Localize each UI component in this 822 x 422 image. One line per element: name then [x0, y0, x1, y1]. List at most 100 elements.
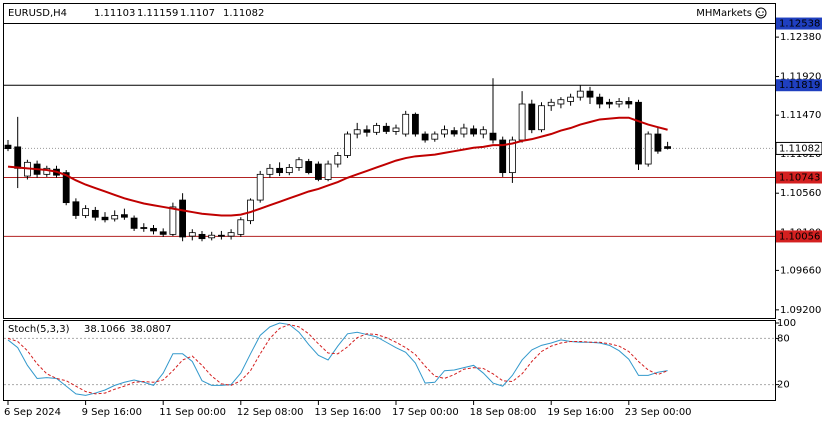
- candle-body: [489, 132, 497, 141]
- candle-body: [353, 129, 361, 135]
- candle-body: [334, 155, 342, 165]
- candle-body: [382, 125, 390, 132]
- x-tick-label: 9 Sep 16:00: [82, 407, 142, 418]
- candle-body: [421, 133, 429, 141]
- candle-body: [518, 103, 526, 141]
- candle-body: [344, 133, 351, 156]
- candle-body: [101, 216, 109, 221]
- candle-body: [479, 129, 487, 135]
- candle-body: [227, 232, 235, 237]
- candle-body: [130, 217, 138, 229]
- candle-body: [557, 99, 565, 105]
- candle-body: [615, 101, 623, 105]
- x-tick-label: 12 Sep 08:00: [237, 407, 304, 418]
- y-tick-label: 1.11470: [780, 110, 821, 121]
- candle-body: [654, 133, 662, 152]
- candle-body: [392, 127, 400, 132]
- stoch-main-value: 38.1066: [84, 324, 125, 335]
- candle-body: [208, 234, 216, 239]
- x-tick-label: 17 Sep 00:00: [392, 407, 459, 418]
- current-price-label: 1.11082: [779, 143, 820, 154]
- candle-body: [276, 167, 284, 174]
- stoch-line: [7, 324, 668, 395]
- candle-body: [363, 129, 371, 133]
- candle-body: [4, 144, 12, 150]
- candle-body: [188, 232, 196, 237]
- y-tick-label: 1.11920: [780, 72, 821, 83]
- candle-body: [450, 130, 458, 135]
- y-tick-label: 1.09660: [780, 265, 821, 276]
- candle-body: [586, 90, 594, 98]
- level-label: 1.11819: [779, 80, 820, 91]
- stoch-pane: [3, 320, 776, 401]
- stoch-signal-value: 38.0807: [130, 324, 171, 335]
- y-tick-label: 1.10560: [780, 188, 821, 199]
- candle-body: [625, 101, 633, 105]
- watermark: MHMarkets: [696, 8, 752, 19]
- candle-body: [596, 96, 604, 105]
- candle-body: [441, 129, 448, 135]
- level-label-box: [776, 79, 822, 92]
- candle-body: [140, 227, 148, 229]
- level-label-box: [776, 171, 822, 184]
- candle-body: [499, 139, 507, 174]
- ohlc-close: 1.11082: [223, 8, 264, 19]
- current-price-box: [775, 141, 822, 155]
- candle-body: [295, 159, 303, 168]
- candle-body: [664, 146, 671, 149]
- candle-body: [169, 206, 177, 235]
- candle-body: [373, 125, 381, 133]
- ohlc-open: 1.11103: [94, 8, 135, 19]
- x-tick-label: 13 Sep 16:00: [314, 407, 381, 418]
- y-tick-label: 100: [777, 318, 796, 329]
- candle-body: [62, 172, 70, 204]
- candle-body: [237, 219, 245, 235]
- candle-body: [411, 113, 419, 135]
- moving-average: [7, 116, 668, 217]
- y-tick-label: 20: [777, 380, 790, 391]
- price-pane: [3, 3, 776, 319]
- level-label: 1.10056: [779, 231, 820, 242]
- y-tick-label: 1.09200: [780, 305, 821, 316]
- candle-body: [150, 227, 157, 232]
- candle-body: [121, 214, 128, 218]
- candle-body: [305, 161, 313, 174]
- x-tick-label: 18 Sep 08:00: [470, 407, 537, 418]
- candle-body: [460, 127, 468, 135]
- y-tick-label: 1.12380: [780, 32, 821, 43]
- candle-body: [82, 208, 89, 216]
- candle-body: [91, 209, 99, 218]
- candle-body: [402, 113, 410, 135]
- candle-body: [14, 146, 22, 169]
- candle-body: [470, 128, 478, 135]
- candle-body: [159, 231, 167, 235]
- candle-body: [528, 103, 536, 131]
- candle-body: [256, 173, 264, 201]
- candle-body: [431, 133, 439, 140]
- level-label-box: [776, 230, 822, 243]
- x-tick-label: 6 Sep 2024: [4, 407, 61, 418]
- ohlc-high: 1.11159: [137, 8, 178, 19]
- candle-body: [72, 201, 80, 216]
- x-tick-label: 23 Sep 00:00: [625, 407, 692, 418]
- candle-body: [179, 199, 187, 238]
- x-tick-label: 19 Sep 16:00: [547, 407, 614, 418]
- candle-body: [266, 167, 274, 175]
- candle-body: [547, 101, 555, 107]
- candle-body: [567, 96, 574, 102]
- ohlc-low: 1.1107: [180, 8, 215, 19]
- candle-body: [217, 234, 225, 237]
- candle-body: [635, 101, 642, 165]
- candle-body: [314, 163, 322, 180]
- candle-body: [198, 233, 206, 240]
- candle-body: [606, 101, 613, 105]
- candle-body: [111, 215, 119, 220]
- candle-body: [644, 133, 652, 165]
- y-tick-label: 80: [777, 333, 790, 344]
- level-label: 1.12538: [779, 19, 820, 30]
- level-label: 1.10743: [779, 173, 820, 184]
- candle-body: [508, 139, 516, 174]
- smiley: [755, 7, 767, 19]
- level-label-box: [776, 17, 822, 30]
